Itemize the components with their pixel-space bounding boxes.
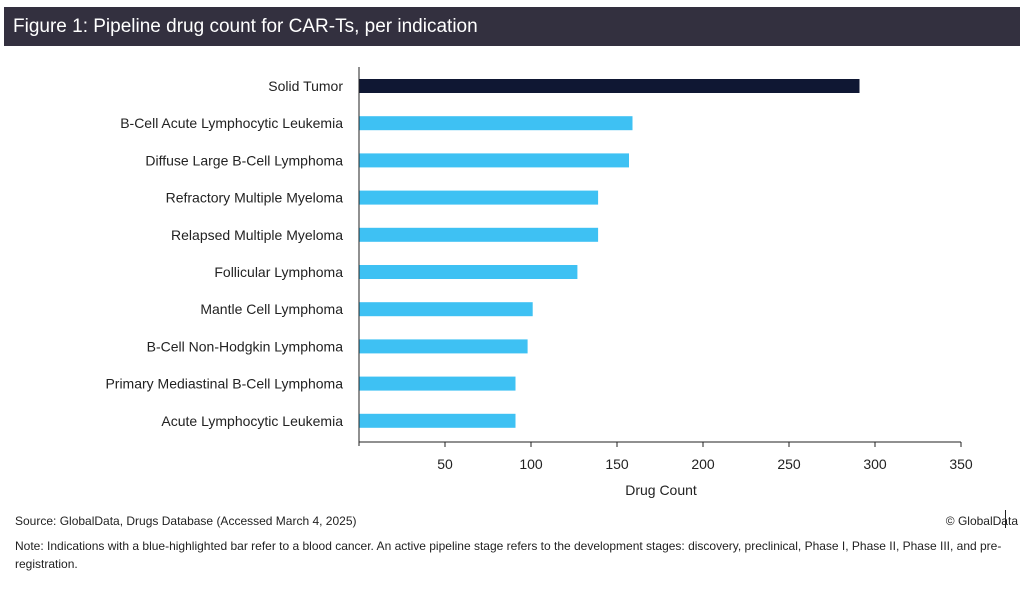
bar-primary-mediastinal-b-cell-lymphoma [359,376,516,391]
category-label-b-cell-non-hodgkin-lymphoma: B-Cell Non-Hodgkin Lymphoma [147,338,344,354]
x-axis: 50 100 150 200 250 300 350 [358,67,973,472]
category-label-solid-tumor: Solid Tumor [268,78,343,94]
bar-chart: Solid Tumor B-Cell Acute Lymphocytic Leuk… [105,67,973,498]
bars-layer [359,79,860,428]
bar-refractory-multiple-myeloma [359,190,599,205]
text-cursor [1005,510,1006,528]
figure-title: Figure 1: Pipeline drug count for CAR-Ts… [4,7,1020,46]
source-note: Source: GlobalData, Drugs Database (Acce… [15,514,357,528]
category-label-diffuse-large-b-cell-lymphoma: Diffuse Large B-Cell Lymphoma [145,152,343,168]
category-label-mantle-cell-lymphoma: Mantle Cell Lymphoma [200,301,343,317]
x-tick-label-150: 150 [605,456,629,472]
category-label-acute-lymphocytic-leukemia: Acute Lymphocytic Leukemia [161,413,343,429]
copyright-notice: © GlobalData [945,514,1018,528]
category-label-relapsed-multiple-myeloma: Relapsed Multiple Myeloma [171,227,343,243]
bar-follicular-lymphoma [359,265,578,279]
x-tick-label-350: 350 [949,456,973,472]
footnote: Note: Indications with a blue-highlighte… [15,539,1002,571]
x-tick-label-250: 250 [777,456,801,472]
bar-mantle-cell-lymphoma [359,302,533,317]
x-tick-label-100: 100 [519,456,543,472]
bar-diffuse-large-b-cell-lymphoma [359,153,629,168]
category-label-follicular-lymphoma: Follicular Lymphoma [214,264,343,280]
category-label-refractory-multiple-myeloma: Refractory Multiple Myeloma [166,190,344,206]
x-tick-label-300: 300 [863,456,887,472]
category-label-b-cell-acute-lymphocytic-leukemia: B-Cell Acute Lymphocytic Leukemia [120,115,343,131]
bar-b-cell-acute-lymphocytic-leukemia [359,116,633,131]
bar-relapsed-multiple-myeloma [359,227,599,242]
category-labels-layer: Solid Tumor B-Cell Acute Lymphocytic Leuk… [105,78,343,429]
x-tick-label-200: 200 [691,456,715,472]
bar-solid-tumor [359,79,860,93]
bar-b-cell-non-hodgkin-lymphoma [359,339,528,354]
bar-acute-lymphocytic-leukemia [359,413,516,428]
category-label-primary-mediastinal-b-cell-lymphoma: Primary Mediastinal B-Cell Lymphoma [105,376,343,392]
x-axis-title: Drug Count [625,482,697,498]
x-tick-label-50: 50 [437,456,453,472]
